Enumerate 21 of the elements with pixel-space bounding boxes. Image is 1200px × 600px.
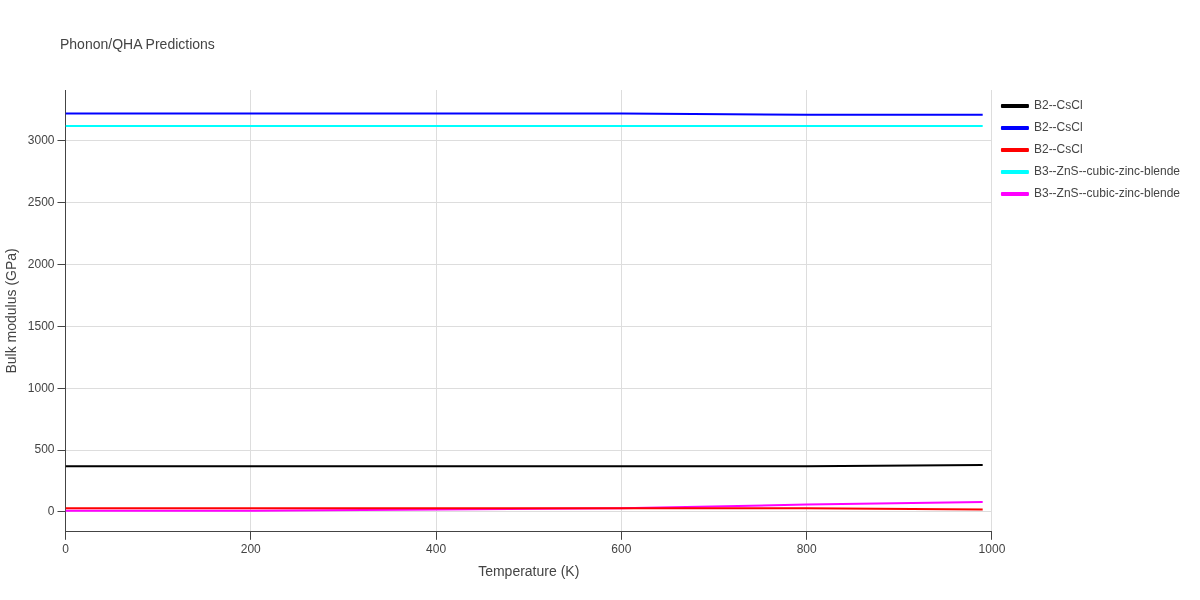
y-tick-label: 500 [34,442,55,457]
legend-label: B2--CsCl [1033,142,1083,157]
x-tick-label: 600 [611,542,632,557]
y-axis-title: Bulk modulus (GPa) [3,248,20,374]
y-tick-label: 1500 [27,318,55,333]
x-tick-label: 400 [426,542,447,557]
y-tick-label: 1000 [27,380,55,395]
x-tick-label: 800 [796,542,817,557]
x-tick-label: 200 [240,542,262,557]
legend-label: B2--CsCl [1033,98,1083,113]
y-tick-label: 2500 [27,194,55,209]
x-tick-label: 0 [62,542,70,557]
chart-title: Phonon/QHA Predictions [60,36,215,52]
x-axis-title: Temperature (K) [478,563,580,580]
y-tick-label: 2000 [27,256,55,271]
x-tick-label: 1000 [978,542,1006,557]
legend-label: B3--ZnS--cubic-zinc-blende [1033,164,1181,179]
legend-label: B2--CsCl [1033,120,1083,135]
y-tick-label: 3000 [27,133,55,148]
legend-label: B3--ZnS--cubic-zinc-blende [1033,186,1181,201]
y-tick-label: 0 [47,504,55,519]
